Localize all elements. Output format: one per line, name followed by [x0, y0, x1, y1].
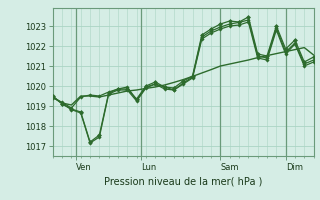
X-axis label: Pression niveau de la mer( hPa ): Pression niveau de la mer( hPa )	[104, 176, 262, 186]
